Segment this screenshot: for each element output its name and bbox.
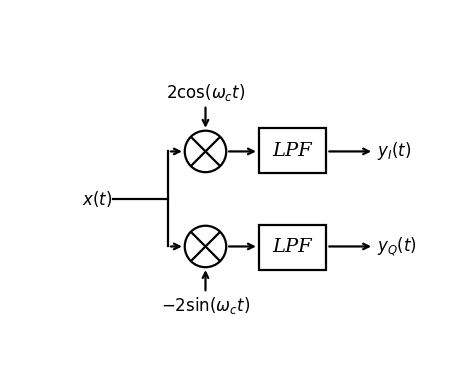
FancyBboxPatch shape [259,225,327,270]
FancyBboxPatch shape [259,128,327,173]
Text: $y_Q(t)$: $y_Q(t)$ [377,235,417,258]
Text: $2\cos(\omega_c t)$: $2\cos(\omega_c t)$ [166,82,245,103]
Text: LPF: LPF [273,142,312,160]
Text: $x(t)$: $x(t)$ [82,189,112,209]
Text: $-2\sin(\omega_c t)$: $-2\sin(\omega_c t)$ [161,295,250,316]
Text: $y_I(t)$: $y_I(t)$ [377,140,411,162]
Text: LPF: LPF [273,238,312,256]
